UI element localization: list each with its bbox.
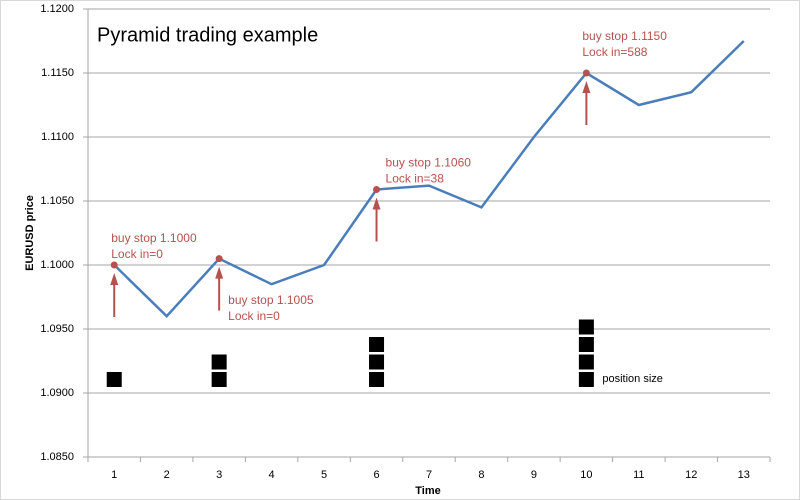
annotation-text: Lock in=588 [582, 45, 647, 59]
arrow-head [110, 273, 119, 285]
position-square [578, 337, 594, 352]
chart-title: Pyramid trading example [97, 24, 318, 46]
x-tick-label: 2 [164, 469, 170, 481]
arrow-head [582, 81, 591, 93]
annotation-text: buy stop 1.1060 [386, 156, 472, 170]
marker [215, 255, 223, 263]
annotation-text: buy stop 1.1005 [228, 293, 314, 307]
y-tick-label: 1.0850 [40, 451, 74, 463]
position-square [369, 354, 385, 370]
x-tick-label: 7 [426, 469, 432, 481]
annotation-text: Lock in=0 [111, 247, 163, 261]
y-tick-label: 1.0950 [40, 323, 74, 335]
x-tick-label: 6 [373, 469, 379, 481]
y-tick-label: 1.1000 [40, 259, 74, 271]
x-tick-label: 4 [269, 469, 275, 481]
x-tick-label: 8 [478, 469, 484, 481]
position-size-label: position size [602, 373, 663, 385]
arrow-head [215, 266, 224, 279]
position-square [106, 372, 122, 387]
annotation-text: buy stop 1.1150 [582, 29, 667, 43]
position-square [369, 337, 385, 352]
y-tick-label: 1.1050 [40, 195, 74, 207]
x-axis-label: Time [415, 485, 440, 497]
y-tick-label: 1.0900 [40, 387, 74, 399]
x-tick-label: 11 [633, 469, 644, 481]
y-tick-label: 1.1150 [41, 67, 74, 79]
position-square [578, 354, 594, 370]
x-tick-label: 9 [531, 469, 537, 481]
position-square [211, 372, 227, 387]
x-tick-label: 13 [738, 469, 750, 481]
position-square [578, 319, 594, 335]
annotation-text: Lock in=38 [386, 172, 445, 186]
position-square [211, 354, 227, 370]
x-tick-label: 1 [111, 469, 117, 481]
arrow-head [372, 197, 381, 210]
position-square [369, 372, 385, 387]
marker [582, 69, 590, 77]
x-tick-label: 5 [321, 469, 327, 481]
x-tick-label: 10 [580, 469, 592, 481]
annotation-text: buy stop 1.1000 [111, 231, 197, 245]
x-tick-label: 12 [685, 469, 697, 481]
x-tick-label: 3 [216, 469, 222, 481]
position-square [578, 372, 594, 387]
y-tick-label: 1.1200 [40, 3, 74, 15]
y-tick-label: 1.1100 [41, 131, 74, 143]
annotation-text: Lock in=0 [228, 309, 280, 323]
marker [373, 185, 381, 193]
y-axis-label: EURUSD price [24, 195, 36, 271]
marker [110, 261, 118, 269]
